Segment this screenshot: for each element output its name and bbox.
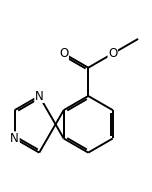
- Text: O: O: [108, 47, 117, 60]
- Text: N: N: [35, 89, 44, 103]
- Text: N: N: [10, 132, 19, 145]
- Text: O: O: [59, 47, 68, 60]
